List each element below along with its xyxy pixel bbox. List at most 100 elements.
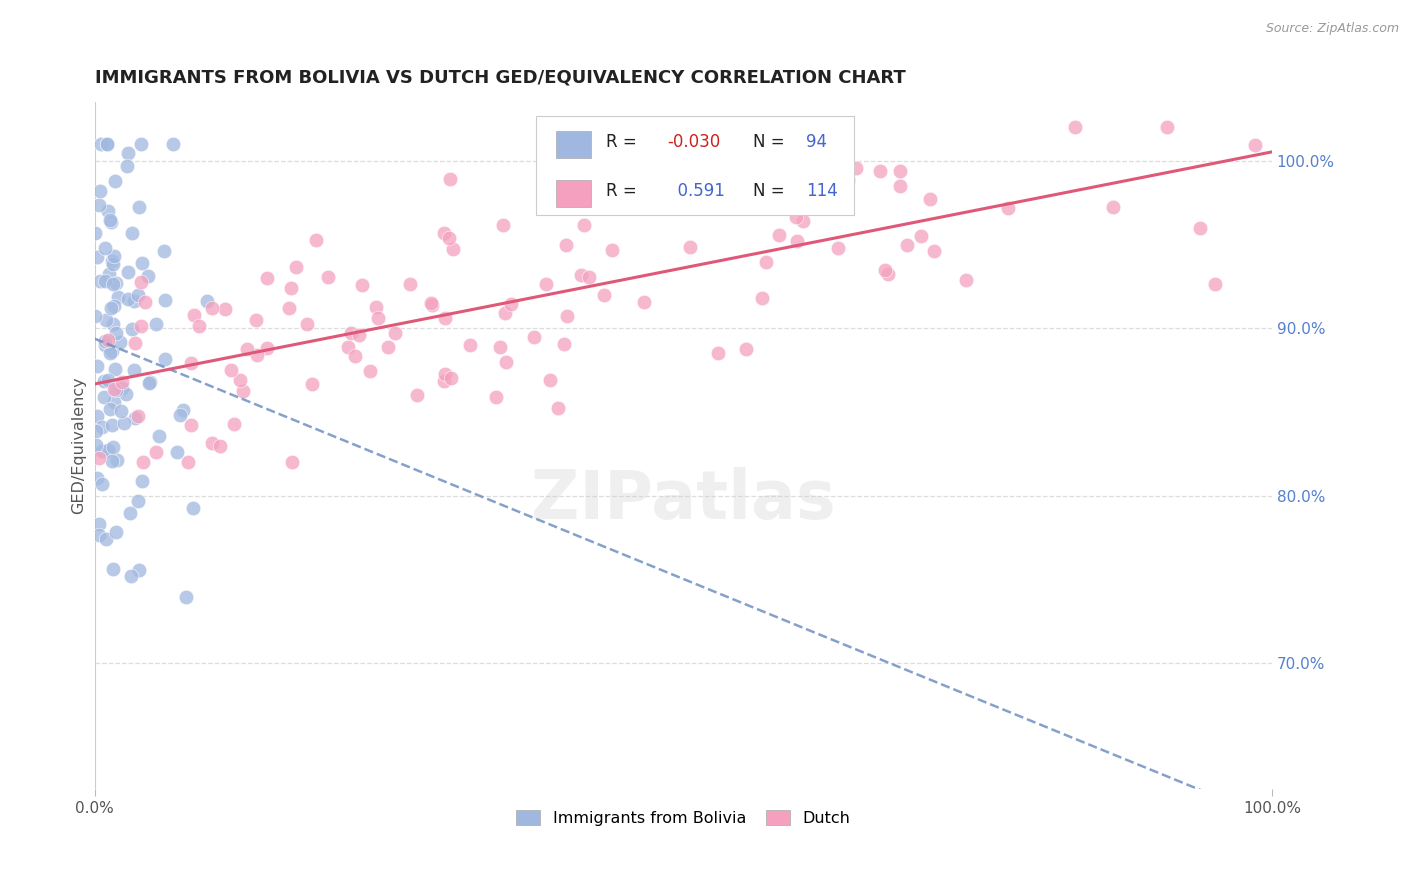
Point xyxy=(98,346,121,360)
Point xyxy=(105,326,128,340)
Point xyxy=(711,178,734,192)
Point xyxy=(101,453,124,467)
Point xyxy=(110,381,132,395)
FancyBboxPatch shape xyxy=(536,116,853,215)
Point xyxy=(111,375,134,389)
Point xyxy=(112,416,135,430)
Point xyxy=(121,322,143,336)
Point xyxy=(918,192,941,206)
Point xyxy=(98,213,121,227)
Point xyxy=(97,268,120,282)
Point xyxy=(87,528,110,542)
Point xyxy=(875,263,897,277)
Point xyxy=(84,438,107,452)
Point xyxy=(148,429,170,443)
Point xyxy=(100,301,122,315)
Point xyxy=(889,164,911,178)
Point xyxy=(104,361,127,376)
Point xyxy=(100,254,122,268)
Point xyxy=(828,191,851,205)
Text: 114: 114 xyxy=(806,182,838,201)
Point xyxy=(101,418,124,433)
Point xyxy=(377,340,399,354)
Point xyxy=(105,276,128,290)
Point xyxy=(101,343,124,358)
Point xyxy=(214,302,236,317)
Point xyxy=(501,297,523,311)
Point xyxy=(219,362,242,376)
Point xyxy=(124,363,146,377)
Point xyxy=(188,318,211,333)
Point xyxy=(751,291,773,305)
Point xyxy=(600,243,623,257)
Point xyxy=(104,174,127,188)
Point xyxy=(174,590,197,604)
Point xyxy=(103,441,125,455)
Text: R =: R = xyxy=(606,134,641,152)
Point xyxy=(86,409,108,424)
Point xyxy=(195,294,218,309)
Point xyxy=(554,238,576,252)
Point xyxy=(129,318,152,333)
Point xyxy=(124,410,146,425)
Point xyxy=(145,445,167,459)
Point xyxy=(103,249,125,263)
Point xyxy=(896,238,918,252)
Point xyxy=(441,242,464,256)
Point xyxy=(128,563,150,577)
Point xyxy=(1244,138,1267,153)
Point xyxy=(117,265,139,279)
Point xyxy=(538,373,561,387)
Point xyxy=(522,330,544,344)
Point xyxy=(127,287,149,301)
Point xyxy=(955,272,977,286)
Point xyxy=(256,341,278,355)
Point xyxy=(676,201,699,215)
Point xyxy=(96,333,118,347)
Point xyxy=(280,455,302,469)
Point xyxy=(869,164,891,178)
Point xyxy=(124,335,146,350)
Point xyxy=(367,310,389,325)
Point xyxy=(155,351,177,366)
Point xyxy=(115,159,138,173)
Point xyxy=(93,390,115,404)
Text: 94: 94 xyxy=(806,134,827,152)
Point xyxy=(910,228,932,243)
Point xyxy=(93,374,115,388)
Point xyxy=(437,231,460,245)
Point xyxy=(384,326,406,340)
Point xyxy=(1188,221,1211,235)
Point xyxy=(433,226,456,240)
Point xyxy=(169,409,191,423)
Point xyxy=(87,516,110,531)
Point xyxy=(339,326,361,341)
Point xyxy=(494,306,516,320)
Point xyxy=(103,299,125,313)
Point xyxy=(792,214,814,228)
Point xyxy=(458,338,481,352)
Point xyxy=(97,373,120,387)
Point xyxy=(97,203,120,218)
Point xyxy=(305,233,328,247)
Point xyxy=(440,371,463,385)
Point xyxy=(245,313,267,327)
Point xyxy=(786,234,808,248)
Point xyxy=(492,218,515,232)
Point xyxy=(166,445,188,459)
Point xyxy=(555,309,578,323)
Point xyxy=(997,202,1019,216)
Point xyxy=(277,301,299,316)
Point xyxy=(295,318,318,332)
Point xyxy=(107,290,129,304)
Point xyxy=(420,296,443,310)
Point xyxy=(101,257,124,271)
Point xyxy=(89,184,111,198)
Point xyxy=(827,241,849,255)
Point xyxy=(124,293,146,308)
Text: R =: R = xyxy=(606,182,641,201)
Point xyxy=(87,450,110,465)
Point xyxy=(837,172,859,186)
Point xyxy=(735,342,758,356)
Point xyxy=(131,475,153,489)
